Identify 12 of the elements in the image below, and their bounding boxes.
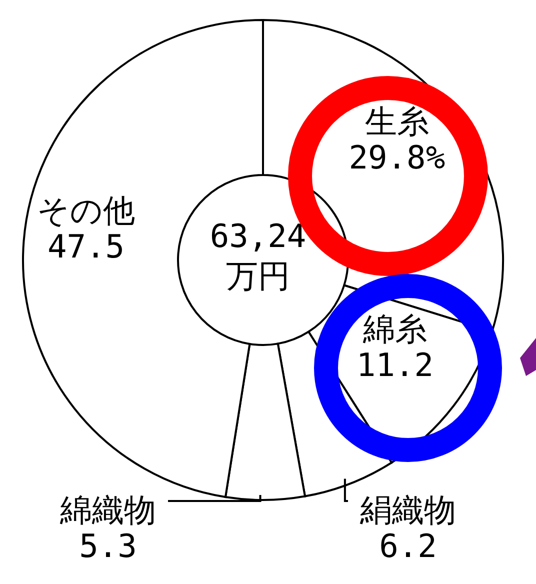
text: 万円	[226, 257, 290, 295]
text: 63,24	[210, 217, 306, 255]
data-label: 6.2	[379, 527, 437, 565]
slice-label: 綿織物	[59, 491, 156, 529]
slice-label: 生糸	[364, 102, 429, 141]
data-label: 5.3	[79, 527, 137, 565]
slice-label: 絹織物	[359, 491, 456, 529]
data-label: 29.8%	[348, 138, 446, 177]
slice-label: その他	[37, 191, 136, 230]
data-label: 11.2	[356, 346, 434, 384]
slice-label: 綿糸	[362, 310, 427, 348]
data-label: 47.5	[48, 227, 125, 266]
